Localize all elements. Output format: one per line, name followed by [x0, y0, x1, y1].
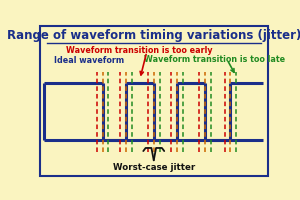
Text: Waveform transition is too late: Waveform transition is too late: [144, 55, 285, 64]
Text: Range of waveform timing variations (jitter): Range of waveform timing variations (jit…: [7, 29, 300, 42]
Text: Worst-case jitter: Worst-case jitter: [112, 163, 195, 172]
Text: Ideal waveform: Ideal waveform: [54, 56, 124, 65]
Text: Waveform transition is too early: Waveform transition is too early: [67, 46, 213, 55]
